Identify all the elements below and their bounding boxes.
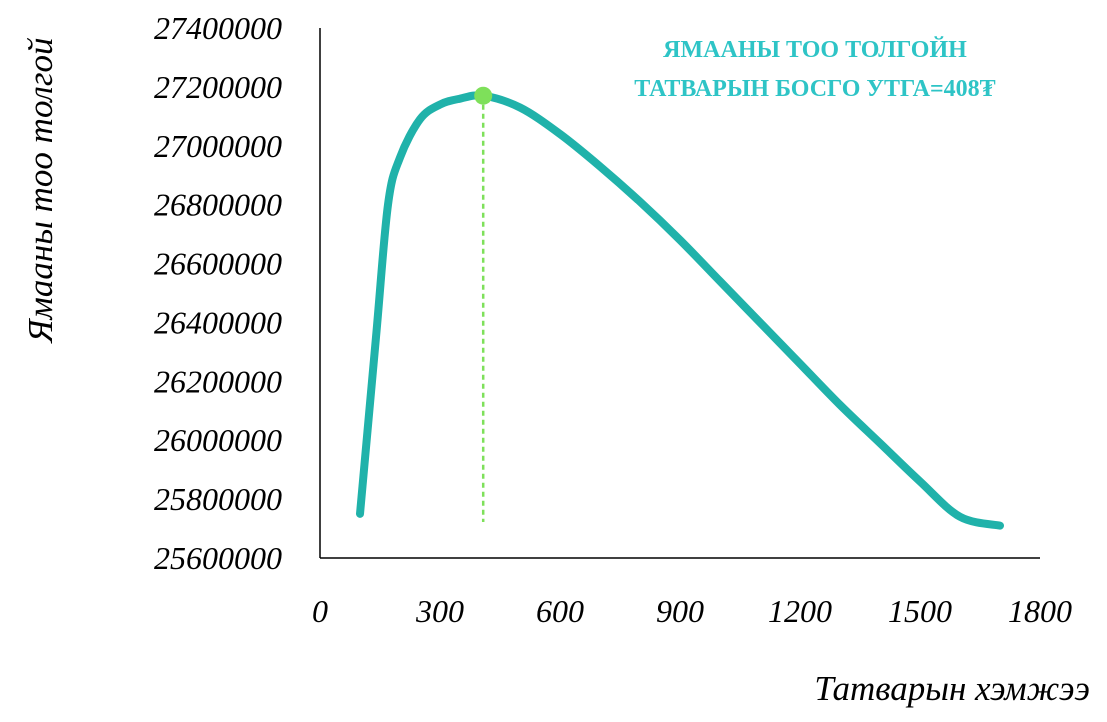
y-tick-label: 26200000 <box>154 363 282 399</box>
annotation-line-1: ЯМААНЫ ТОО ТОЛГОЙН <box>663 37 967 63</box>
series-line <box>356 91 1004 530</box>
y-tick-label: 26400000 <box>154 304 282 340</box>
x-tick-label: 0 <box>312 593 328 629</box>
x-tick-label: 300 <box>415 593 464 629</box>
annotation-line-2: ТАТВАРЫН БОСГО УТГА=408₮ <box>634 76 995 102</box>
y-tick-labels: 25600000 25800000 26000000 26200000 26400000… <box>154 10 282 576</box>
y-tick-label: 25800000 <box>154 481 282 517</box>
optimum-point <box>474 86 493 105</box>
y-tick-label: 26800000 <box>154 187 282 223</box>
y-tick-label: 27000000 <box>154 128 282 164</box>
y-tick-label: 25600000 <box>154 540 282 576</box>
x-tick-label: 1200 <box>768 593 832 629</box>
x-tick-label: 1800 <box>1008 593 1072 629</box>
x-tick-label: 1500 <box>888 593 952 629</box>
y-tick-label: 27200000 <box>154 69 282 105</box>
x-axis-title: Татварын хэмжээ <box>814 669 1090 708</box>
y-tick-label: 26000000 <box>154 422 282 458</box>
x-tick-label: 600 <box>536 593 584 629</box>
x-tick-labels: 0 300 600 900 1200 1500 1800 <box>312 593 1072 629</box>
x-tick-label: 900 <box>656 593 704 629</box>
y-axis-title: Ямааны тоо толгой <box>21 37 60 345</box>
y-tick-label: 27400000 <box>154 10 282 46</box>
y-tick-label: 26600000 <box>154 246 282 282</box>
